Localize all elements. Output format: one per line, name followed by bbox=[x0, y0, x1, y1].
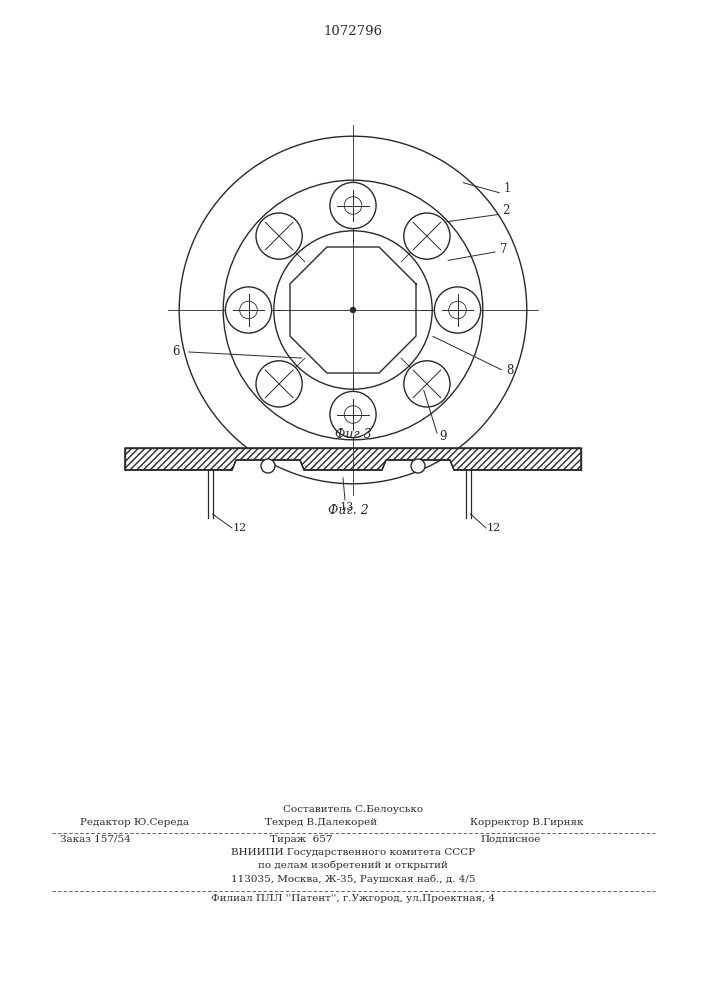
Text: 12: 12 bbox=[487, 523, 501, 533]
Text: по делам изобретений и открытий: по делам изобретений и открытий bbox=[258, 861, 448, 870]
Circle shape bbox=[404, 213, 450, 259]
Text: ВНИИПИ Государственного комитета СССР: ВНИИПИ Государственного комитета СССР bbox=[231, 848, 475, 857]
Text: Тираж  657: Тираж 657 bbox=[270, 835, 332, 844]
Circle shape bbox=[256, 361, 302, 407]
Polygon shape bbox=[125, 448, 581, 470]
Circle shape bbox=[434, 287, 481, 333]
Circle shape bbox=[261, 459, 275, 473]
Text: 113035, Москва, Ж-35, Раушская наб., д. 4/5: 113035, Москва, Ж-35, Раушская наб., д. … bbox=[230, 874, 475, 884]
Text: 7: 7 bbox=[500, 243, 508, 256]
Text: Редактор Ю.Середа: Редактор Ю.Середа bbox=[80, 818, 189, 827]
Text: 2: 2 bbox=[503, 204, 510, 217]
Text: Заказ 157/54: Заказ 157/54 bbox=[60, 835, 131, 844]
Text: 1072796: 1072796 bbox=[323, 25, 382, 38]
Circle shape bbox=[226, 287, 271, 333]
Circle shape bbox=[330, 182, 376, 229]
Text: Фиг 3: Фиг 3 bbox=[334, 428, 371, 441]
Circle shape bbox=[256, 213, 302, 259]
Text: Подписное: Подписное bbox=[480, 835, 540, 844]
Text: 9: 9 bbox=[439, 430, 446, 443]
Text: Филиал ПЛЛ ''Патент'', г.Ужгород, ул.Проектная, 4: Филиал ПЛЛ ''Патент'', г.Ужгород, ул.Про… bbox=[211, 894, 495, 903]
Text: 13: 13 bbox=[340, 502, 354, 512]
Text: 12: 12 bbox=[233, 523, 247, 533]
Circle shape bbox=[411, 459, 425, 473]
Text: 1: 1 bbox=[504, 182, 511, 195]
Text: 8: 8 bbox=[506, 364, 513, 377]
Text: Фиг. 2: Фиг. 2 bbox=[327, 504, 368, 517]
Circle shape bbox=[404, 361, 450, 407]
Text: 6: 6 bbox=[172, 345, 180, 358]
Text: Корректор В.Гирняк: Корректор В.Гирняк bbox=[470, 818, 583, 827]
Circle shape bbox=[330, 391, 376, 438]
Text: Техред В.Далекорей: Техред В.Далекорей bbox=[265, 818, 377, 827]
Text: Составитель С.Белоуськo: Составитель С.Белоуськo bbox=[283, 805, 423, 814]
Circle shape bbox=[351, 308, 356, 312]
